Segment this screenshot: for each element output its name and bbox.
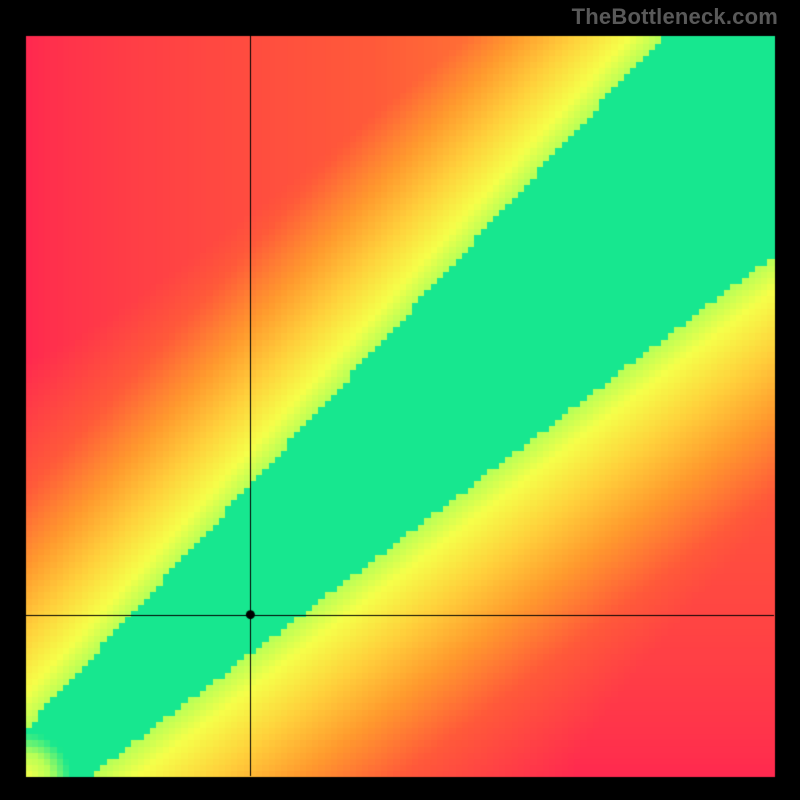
- watermark-text: TheBottleneck.com: [572, 4, 778, 30]
- heatmap-canvas: [0, 0, 800, 800]
- chart-root: TheBottleneck.com: [0, 0, 800, 800]
